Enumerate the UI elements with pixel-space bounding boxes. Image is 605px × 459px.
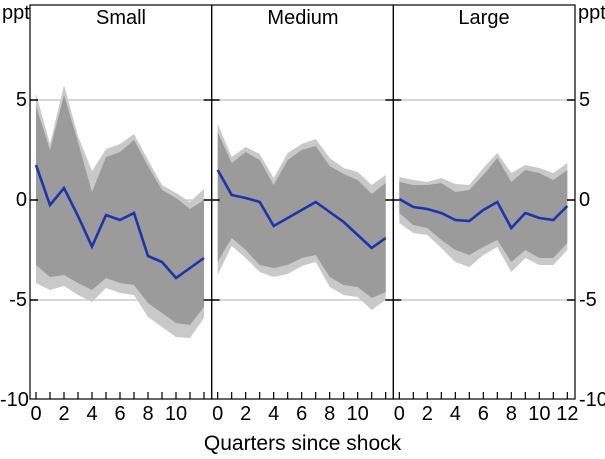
medium-inner-confidence-band <box>217 132 386 298</box>
x-tick-label-large-8: 8 <box>505 403 517 425</box>
x-tick-label-medium-0: 0 <box>212 403 224 425</box>
panel-title-medium: Medium <box>267 7 339 29</box>
x-tick-label-large-12: 12 <box>556 403 579 425</box>
x-tick-label-small-6: 6 <box>114 403 126 425</box>
x-tick-label-medium-8: 8 <box>324 403 336 425</box>
y-axis-unit-right: ppt <box>578 2 605 24</box>
x-tick-label-large-4: 4 <box>449 403 461 425</box>
y-tick-label-right--5: -5 <box>579 289 597 311</box>
y-tick-label-left--5: -5 <box>9 289 27 311</box>
x-tick-label-small-10: 10 <box>164 403 188 425</box>
y-tick-label-left--10: -10 <box>0 389 29 411</box>
x-tick-label-large-10: 10 <box>528 403 551 425</box>
small-inner-confidence-band <box>36 95 204 325</box>
large-panel-border <box>392 4 576 400</box>
panel-title-small: Small <box>95 7 146 29</box>
y-tick-label-left-5: 5 <box>15 89 27 111</box>
medium-median-line <box>216 169 387 250</box>
y-tick-label-right-5: 5 <box>579 89 591 111</box>
x-tick-label-large-2: 2 <box>421 403 433 425</box>
y-axis-unit-left: ppt <box>2 2 30 24</box>
small-median-line <box>34 164 205 280</box>
y-tick-label-right--10: -10 <box>579 389 605 411</box>
x-tick-label-large-6: 6 <box>477 403 489 425</box>
x-tick-label-medium-6: 6 <box>296 403 308 425</box>
x-tick-label-small-2: 2 <box>58 403 70 425</box>
x-tick-label-large-0: 0 <box>393 403 405 425</box>
y-tick-label-right-0: 0 <box>579 189 591 211</box>
x-tick-label-medium-2: 2 <box>240 403 252 425</box>
x-axis-title: Quarters since shock <box>203 432 402 455</box>
x-tick-label-small-0: 0 <box>30 403 42 425</box>
x-tick-label-medium-10: 10 <box>346 403 369 425</box>
x-tick-label-small-4: 4 <box>86 403 98 425</box>
x-tick-label-small-8: 8 <box>142 403 154 425</box>
large-median-line <box>398 197 569 231</box>
y-tick-label-left-0: 0 <box>15 189 27 211</box>
panel-title-large: Large <box>458 7 510 29</box>
x-tick-label-medium-4: 4 <box>268 403 280 425</box>
